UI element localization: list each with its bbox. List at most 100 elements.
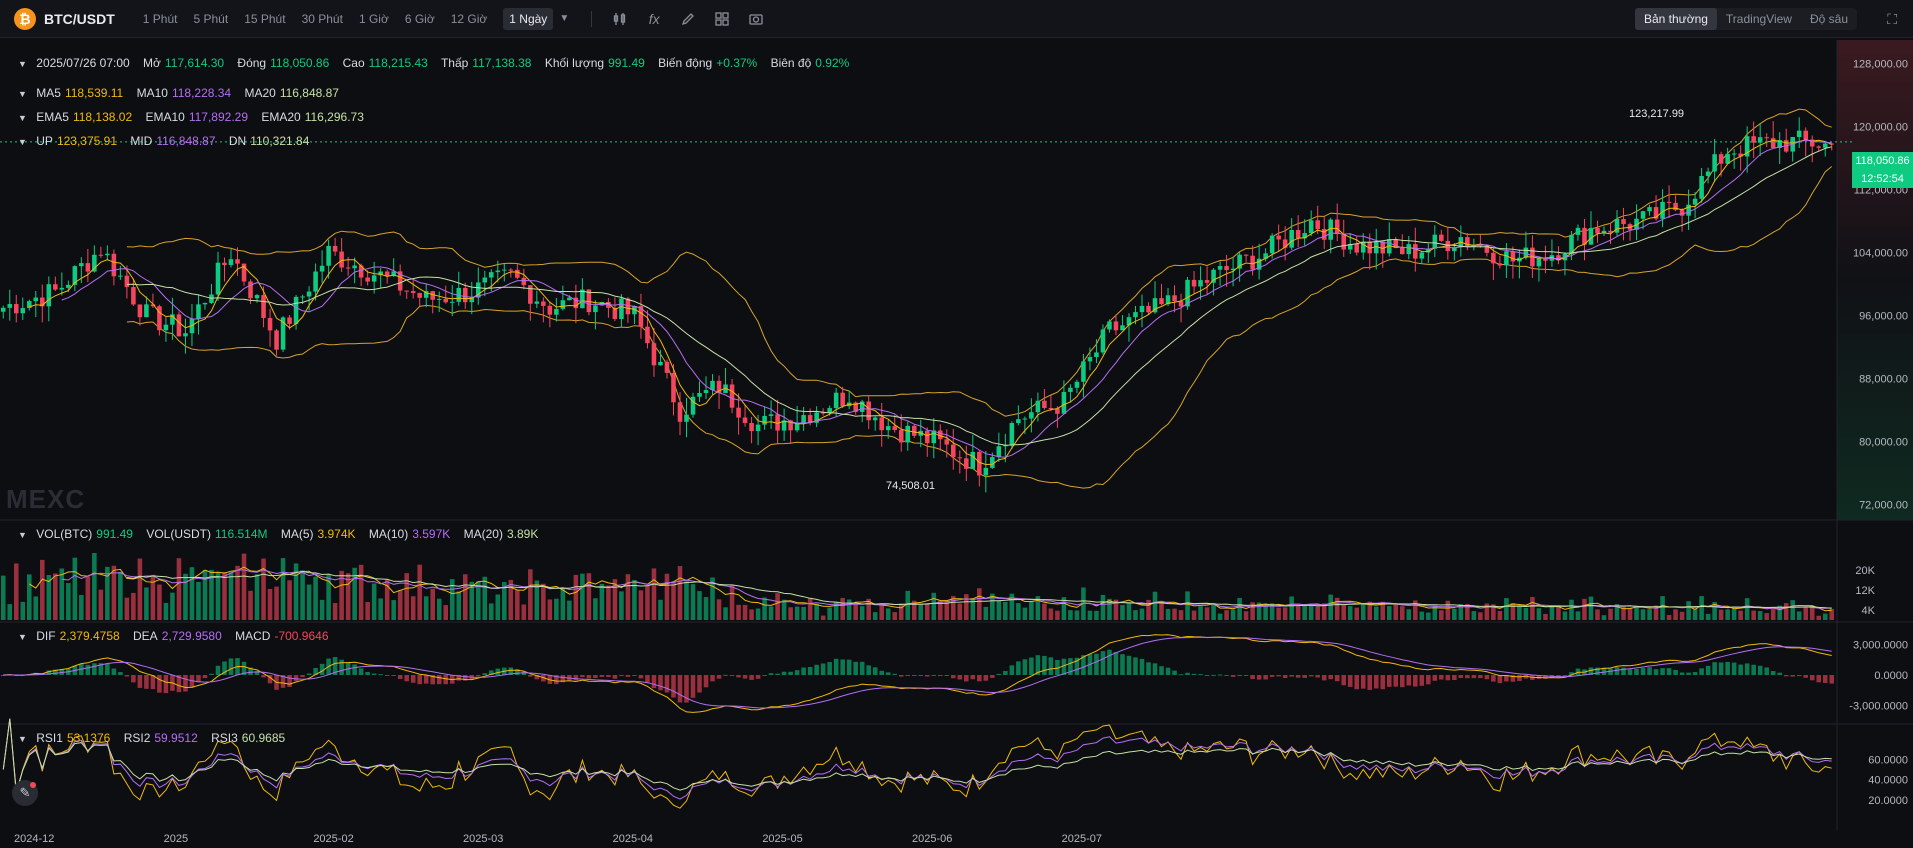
macd-bar <box>1731 662 1737 675</box>
volume-bar <box>1367 601 1373 620</box>
ma5-line <box>29 139 1832 466</box>
tf-5m[interactable]: 5 Phút <box>193 11 229 26</box>
tf-15m[interactable]: 15 Phút <box>244 11 286 26</box>
tf-1m[interactable]: 1 Phút <box>142 11 178 26</box>
macd-label: MACD <box>235 629 271 643</box>
macd-bar <box>1055 659 1060 675</box>
candle-body <box>690 396 696 415</box>
volume-bar <box>1426 612 1431 620</box>
volume-bar <box>170 592 175 620</box>
collapse-icon[interactable]: ▼ <box>18 137 27 147</box>
volume-bar <box>1094 610 1099 620</box>
candle-body <box>872 417 878 421</box>
tf-30m[interactable]: 30 Phút <box>301 11 343 26</box>
camera-icon[interactable] <box>748 11 764 27</box>
candle-body <box>33 297 39 302</box>
macd-bar <box>716 675 722 679</box>
candle-body <box>339 251 344 268</box>
candle-body <box>222 262 227 266</box>
macd-bar <box>423 675 429 684</box>
fullscreen-icon[interactable]: ⛶ <box>1887 11 1897 27</box>
chevron-down-icon[interactable]: ▼ <box>559 13 570 24</box>
tf-1h[interactable]: 1 Giờ <box>358 11 389 26</box>
view-depth-button[interactable]: Độ sâu <box>1809 12 1848 26</box>
macd-bar <box>1321 675 1327 681</box>
macd-bar <box>1048 657 1054 675</box>
macd-bar <box>391 675 396 676</box>
macd-bar <box>1191 673 1197 675</box>
collapse-icon[interactable]: ▼ <box>18 59 27 69</box>
collapse-icon[interactable]: ▼ <box>18 632 27 642</box>
volume-bar <box>1692 608 1698 620</box>
volume-bar <box>1016 603 1021 620</box>
candle-body <box>20 308 26 314</box>
volume-bar <box>528 569 533 620</box>
volume-bar <box>1783 603 1789 620</box>
macd-bar <box>872 667 878 675</box>
candle-body <box>85 263 91 272</box>
volume-bar <box>449 579 455 620</box>
macd-bar <box>118 672 123 675</box>
volume-bar <box>586 573 592 620</box>
volume-bar <box>905 590 911 620</box>
pair-selector[interactable]: BTC/USDT <box>44 10 115 27</box>
macd-bar <box>1081 655 1086 675</box>
view-tradingview-button[interactable]: TradingView <box>1725 12 1792 26</box>
candle-body <box>632 306 637 315</box>
candle-body <box>1686 204 1691 216</box>
candle-body <box>489 272 494 278</box>
candle-body <box>1536 257 1542 267</box>
macd-bar <box>98 663 104 675</box>
volume-bar <box>1295 606 1301 620</box>
open-value: 117,614.30 <box>164 56 225 70</box>
tf-12h[interactable]: 12 Giờ <box>450 11 488 26</box>
collapse-icon[interactable]: ▼ <box>18 530 27 540</box>
candle-body <box>1497 263 1503 266</box>
macd-bar <box>1705 665 1711 675</box>
candle-body <box>515 269 520 278</box>
time-tick: 2025-04 <box>613 833 653 845</box>
candle-body <box>1126 317 1132 326</box>
volume-bar <box>1107 598 1112 620</box>
candle-body <box>40 297 45 307</box>
volume-bar <box>970 599 976 620</box>
view-standard-button[interactable]: Bản thường <box>1634 8 1717 30</box>
volume-bar <box>1380 601 1386 620</box>
macd-bar <box>332 657 338 675</box>
macd-bar <box>983 675 989 681</box>
macd-bar <box>781 671 787 675</box>
volume-bar <box>677 566 683 620</box>
candle-body <box>170 314 175 325</box>
candle-body <box>1764 137 1769 139</box>
layout-grid-icon[interactable] <box>714 11 730 27</box>
candle-body <box>469 297 475 303</box>
candle-body <box>1100 329 1106 353</box>
macd-bar <box>222 661 227 675</box>
volume-bar <box>371 583 377 620</box>
notes-button[interactable]: ✎ <box>12 780 38 806</box>
macd-bar <box>742 675 748 679</box>
tf-1d[interactable]: 1 Ngày <box>503 7 554 30</box>
collapse-icon[interactable]: ▼ <box>18 734 27 744</box>
volume-bar <box>885 608 891 620</box>
candle-body <box>996 446 1002 458</box>
mexc-watermark: MEXC <box>6 484 86 514</box>
candle-body <box>124 275 130 288</box>
macd-bar <box>443 675 449 685</box>
tf-6h[interactable]: 6 Giờ <box>404 11 435 26</box>
volume-bar <box>1770 607 1776 620</box>
volume-bar <box>684 581 689 620</box>
collapse-icon[interactable]: ▼ <box>18 89 27 99</box>
macd-bar <box>462 675 468 681</box>
indicator-icon[interactable] <box>612 11 628 27</box>
draw-pen-icon[interactable] <box>680 11 696 27</box>
formula-icon[interactable]: fx <box>648 10 660 27</box>
time-tick: 2025-06 <box>912 833 952 845</box>
candle-body <box>1204 280 1210 283</box>
candle-body <box>1250 255 1255 270</box>
volume-bar <box>515 590 520 620</box>
volume-bar <box>228 572 234 620</box>
collapse-icon[interactable]: ▼ <box>18 113 27 123</box>
macd-bar <box>1380 675 1386 690</box>
